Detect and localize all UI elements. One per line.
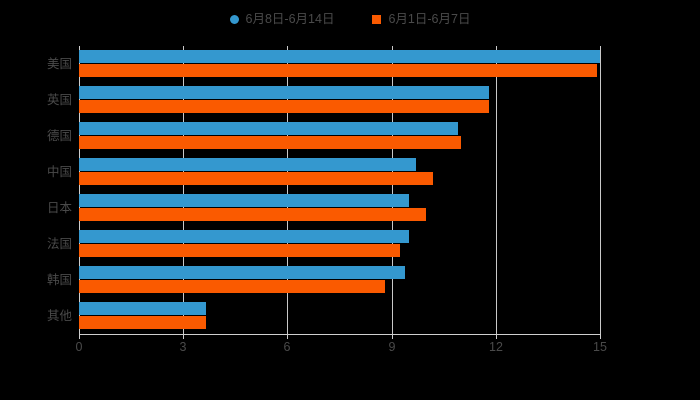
y-axis-label: 其他 xyxy=(46,309,72,323)
bar[interactable] xyxy=(79,302,206,315)
gridline-x-12 xyxy=(496,46,497,334)
x-axis-label: 0 xyxy=(75,340,83,354)
bar-group xyxy=(79,262,600,298)
bar[interactable] xyxy=(79,136,462,149)
y-axis-label: 英国 xyxy=(46,93,72,107)
x-axis-label: 3 xyxy=(179,340,187,354)
x-axis-label: 6 xyxy=(283,340,291,354)
x-axis-label: 15 xyxy=(593,340,607,354)
y-axis-label: 日本 xyxy=(46,201,72,215)
x-tick-mark xyxy=(600,334,601,339)
bar-group xyxy=(79,46,600,82)
bar[interactable] xyxy=(79,266,406,279)
chart-legend: 6月8日-6月14日 6月1日-6月7日 xyxy=(0,6,700,32)
legend-label-series-1: 6月1日-6月7日 xyxy=(388,11,471,26)
bar-group xyxy=(79,154,600,190)
bar-group xyxy=(79,190,600,226)
x-tick-mark xyxy=(392,334,393,339)
bar[interactable] xyxy=(79,208,427,221)
bar[interactable] xyxy=(79,50,600,63)
bar[interactable] xyxy=(79,280,385,293)
bar-group xyxy=(79,118,600,154)
x-tick-mark xyxy=(287,334,288,339)
bar[interactable] xyxy=(79,172,434,185)
x-tick-mark xyxy=(183,334,184,339)
x-axis-line xyxy=(79,334,600,335)
bar[interactable] xyxy=(79,244,401,257)
legend-item-series-1[interactable]: 6月1日-6月7日 xyxy=(372,9,470,29)
gridline-x-9 xyxy=(392,46,393,334)
bar[interactable] xyxy=(79,86,489,99)
bar[interactable] xyxy=(79,122,458,135)
bar[interactable] xyxy=(79,158,416,171)
bar[interactable] xyxy=(79,100,489,113)
legend-square-marker-icon xyxy=(372,14,382,24)
plot-area xyxy=(79,46,601,334)
y-axis-label: 美国 xyxy=(46,57,72,71)
x-tick-mark xyxy=(79,334,80,339)
bar[interactable] xyxy=(79,64,597,77)
x-axis-label: 12 xyxy=(489,340,503,354)
bar-group xyxy=(79,82,600,118)
y-axis-label: 韩国 xyxy=(46,273,72,287)
bar-group xyxy=(79,298,600,334)
bar[interactable] xyxy=(79,316,206,329)
gridline-x-0 xyxy=(79,46,80,334)
x-tick-mark xyxy=(496,334,497,339)
bar-group xyxy=(79,226,600,262)
bar[interactable] xyxy=(79,230,409,243)
y-axis-label: 中国 xyxy=(46,165,72,179)
y-axis-label: 德国 xyxy=(46,129,72,143)
y-axis-label: 法国 xyxy=(46,237,72,251)
gridline-x-6 xyxy=(287,46,288,334)
gridline-x-3 xyxy=(183,46,184,334)
legend-item-series-0[interactable]: 6月8日-6月14日 xyxy=(229,9,335,29)
legend-label-series-0: 6月8日-6月14日 xyxy=(245,11,335,26)
gridline-x-15 xyxy=(600,46,601,334)
y-axis-labels: 美国英国德国中国日本法国韩国其他 xyxy=(0,46,72,334)
legend-circle-marker-icon xyxy=(229,14,239,24)
x-axis-label: 9 xyxy=(388,340,396,354)
bar[interactable] xyxy=(79,194,409,207)
